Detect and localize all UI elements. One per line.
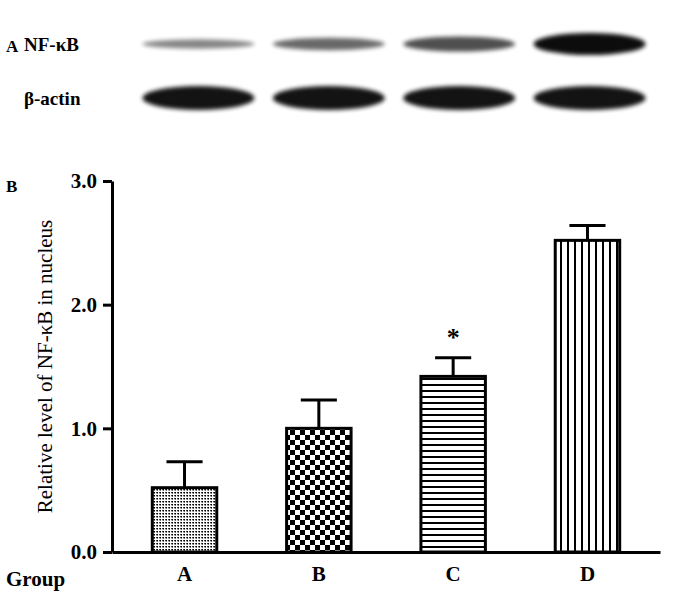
panel-label: B bbox=[6, 177, 17, 196]
bar bbox=[555, 240, 619, 552]
y-tick-mark bbox=[103, 180, 112, 183]
y-tick: 3.0 bbox=[71, 169, 112, 193]
blot bbox=[142, 33, 645, 110]
x-tick: D bbox=[580, 562, 595, 586]
error-cap bbox=[435, 356, 471, 359]
panel-label: A bbox=[6, 37, 19, 56]
y-tick: 2.0 bbox=[71, 293, 112, 317]
error-whisker bbox=[586, 226, 589, 241]
y-tick-mark bbox=[103, 304, 112, 307]
blot-row-label: β-actin bbox=[24, 88, 81, 109]
x-tick-label: C bbox=[446, 562, 461, 586]
y-axis-title: Relative level of NF-κB in nucleus bbox=[33, 220, 57, 513]
annotation: * bbox=[447, 323, 460, 352]
bar bbox=[287, 428, 351, 552]
error-whisker bbox=[317, 400, 320, 428]
error-bar bbox=[166, 462, 202, 488]
bar bbox=[152, 488, 216, 552]
blot-band bbox=[403, 36, 515, 51]
y-tick-label: 1.0 bbox=[71, 417, 97, 441]
loading-control-band bbox=[534, 86, 646, 110]
x-tick-label: A bbox=[177, 562, 193, 586]
x-tick: C bbox=[446, 562, 461, 586]
error-cap bbox=[569, 224, 605, 227]
y-tick-mark bbox=[103, 427, 112, 430]
x-axis: A B C D bbox=[113, 553, 661, 586]
error-bar bbox=[569, 226, 605, 241]
y-axis: 0.0 1.0 2.0 3.0 bbox=[71, 169, 113, 564]
blot-band bbox=[534, 33, 646, 55]
blot-row-label: NF-κB bbox=[24, 34, 79, 55]
y-tick: 0.0 bbox=[71, 540, 112, 564]
loading-control-band bbox=[403, 86, 515, 110]
x-tick: A bbox=[177, 562, 193, 586]
y-axis-line bbox=[111, 182, 114, 553]
y-tick-mark bbox=[103, 551, 112, 554]
blot-band bbox=[142, 39, 254, 48]
x-tick-label: D bbox=[580, 562, 595, 586]
plot-area bbox=[152, 226, 619, 552]
error-whisker bbox=[183, 462, 186, 488]
error-bar bbox=[435, 358, 471, 377]
error-cap bbox=[166, 460, 202, 463]
y-tick-label: 0.0 bbox=[71, 540, 97, 564]
x-axis-line bbox=[113, 551, 661, 554]
loading-control-band bbox=[273, 86, 385, 110]
error-bar bbox=[301, 400, 337, 428]
x-tick: B bbox=[312, 562, 326, 586]
error-cap bbox=[301, 398, 337, 401]
figure: A NF-κB β-actin B * 0.0 1.0 2.0 3.0 A B C D Group Rela… bbox=[0, 0, 675, 603]
error-whisker bbox=[452, 358, 455, 377]
loading-control-band bbox=[142, 86, 254, 110]
y-tick-label: 3.0 bbox=[71, 169, 97, 193]
x-tick-label: B bbox=[312, 562, 326, 586]
y-tick: 1.0 bbox=[71, 417, 112, 441]
bar bbox=[421, 376, 485, 552]
x-axis-title: Group bbox=[6, 567, 65, 591]
y-tick-label: 2.0 bbox=[71, 293, 97, 317]
blot-band bbox=[273, 38, 385, 50]
